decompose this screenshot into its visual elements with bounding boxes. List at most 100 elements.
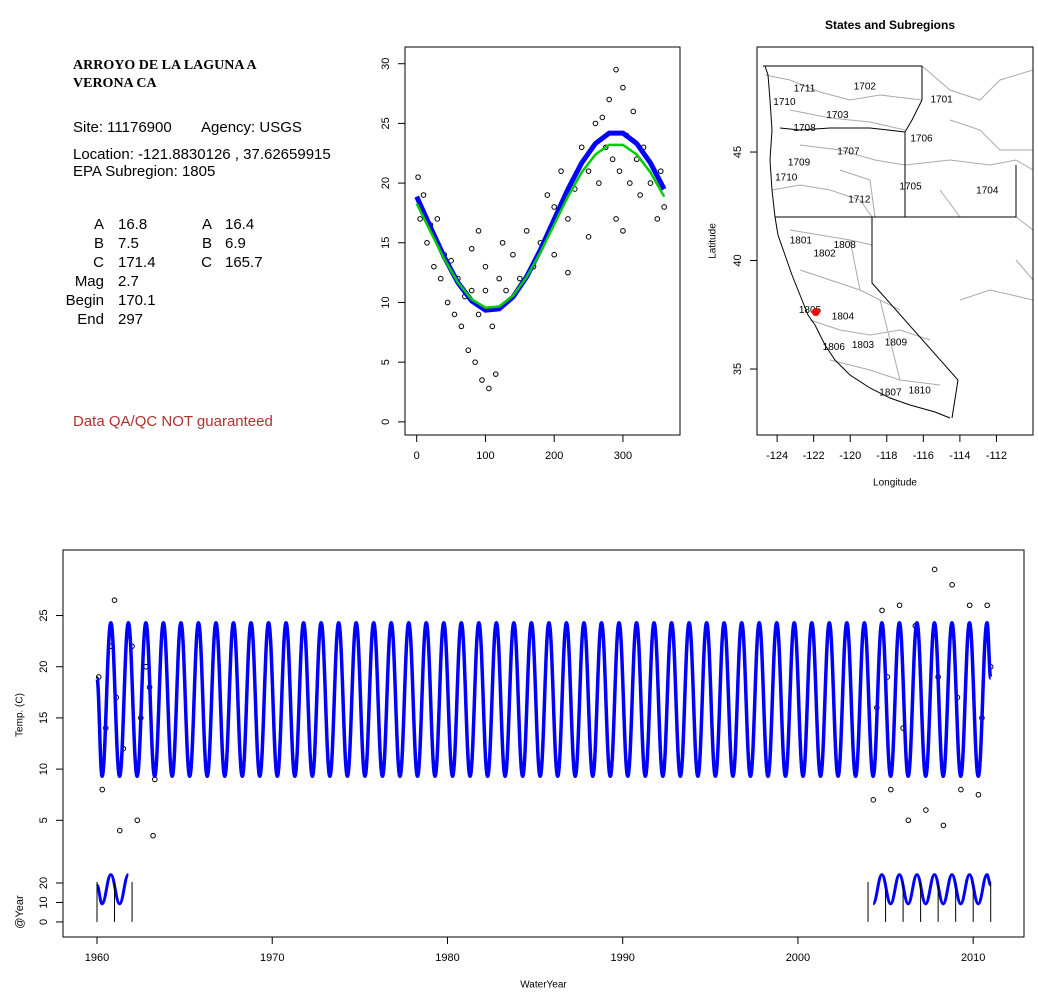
region-label: 1709 [788, 158, 811, 169]
data-point [616, 168, 623, 174]
param-text: Begin [66, 292, 104, 309]
y2-tick-label: 10 [38, 896, 50, 908]
param-text: 171.4 [118, 254, 156, 271]
data-point [602, 144, 609, 151]
y-axis-label: Temp. (C) [15, 693, 26, 737]
disclaimer: Data QA/QC NOT guaranteed [73, 413, 273, 430]
observed-point [879, 607, 885, 614]
site-title: VERONA CA [73, 76, 158, 91]
coverage-curve [95, 873, 130, 906]
plot-frame [756, 46, 1034, 436]
x-tick-label: -112 [986, 450, 1007, 462]
data-point [544, 192, 551, 198]
data-point [596, 180, 602, 186]
y-tick-label: 45 [732, 146, 744, 158]
data-point [475, 228, 482, 234]
region-label: 1806 [823, 342, 846, 353]
param-text: 6.9 [225, 235, 246, 252]
data-point [599, 114, 606, 121]
data-point [468, 245, 475, 252]
x-tick-label: 1960 [85, 952, 109, 964]
x-tick-label: -124 [766, 450, 788, 462]
data-point [503, 287, 509, 294]
param-text: 16.8 [118, 216, 147, 233]
observed-point [958, 786, 964, 793]
y-tick-label: 5 [38, 817, 50, 823]
x-tick-label: -120 [839, 450, 861, 462]
y-tick-label: 10 [38, 763, 50, 775]
site-id: Site: 11176900 [73, 119, 172, 136]
data-point [465, 347, 472, 354]
data-point [609, 156, 616, 163]
data-point [661, 204, 667, 210]
data-point [606, 96, 612, 103]
data-point [585, 234, 592, 240]
region-label: 1803 [852, 340, 875, 351]
y-tick-label: 30 [380, 58, 392, 70]
region-label: 1810 [909, 385, 932, 396]
data-point [417, 216, 423, 222]
param-text: 165.7 [225, 254, 263, 271]
region-label: 1710 [773, 97, 796, 108]
region-label: 1710 [775, 173, 798, 184]
data-point [585, 168, 592, 174]
data-point [637, 192, 643, 198]
y2-tick-label: 20 [38, 877, 50, 889]
data-point [551, 204, 557, 210]
y-tick-label: 25 [380, 117, 392, 129]
data-point [472, 359, 478, 365]
observed-point [940, 822, 947, 829]
y-tick-label: 0 [380, 419, 392, 425]
region-label: 1808 [834, 240, 857, 251]
param-text: 7.5 [118, 235, 139, 252]
y-tick-label: 35 [732, 363, 744, 375]
data-point [592, 120, 599, 127]
y-tick-label: 10 [380, 296, 392, 308]
observed-point [931, 566, 938, 573]
observed-point [870, 797, 877, 803]
coverage-curve [871, 873, 993, 906]
data-point [551, 251, 557, 258]
data-point [482, 287, 489, 294]
data-point [496, 275, 502, 282]
region-label: 1703 [826, 110, 849, 121]
data-point [424, 239, 430, 246]
data-point [657, 168, 664, 174]
data-point [647, 180, 654, 186]
data-point [475, 311, 482, 318]
observed-point [134, 817, 141, 824]
site-title: ARROYO DE LA LAGUNA A [73, 58, 257, 73]
data-point [627, 180, 633, 186]
data-point [517, 275, 523, 282]
param-text: A [202, 216, 212, 233]
data-point [523, 228, 530, 234]
region-label: 1706 [910, 134, 933, 145]
data-point [630, 108, 637, 115]
observed-point [99, 786, 106, 793]
observed-point [966, 602, 973, 609]
observed-point [984, 602, 991, 609]
data-point [458, 323, 465, 330]
y-tick-label: 15 [380, 237, 392, 249]
param-text: B [202, 235, 212, 252]
region-label: 1701 [930, 95, 953, 106]
model-line [95, 620, 993, 779]
param-text: C [93, 254, 104, 271]
x-tick-label: 2000 [786, 952, 810, 964]
region-label: 1805 [799, 305, 822, 316]
x-tick-label: 0 [414, 450, 420, 462]
data-point [431, 263, 437, 270]
data-point [437, 275, 444, 282]
observed-point [896, 602, 903, 609]
y-tick-label: 40 [732, 254, 744, 266]
data-point [486, 385, 492, 392]
data-point [489, 323, 496, 330]
param-text: 16.4 [225, 216, 254, 233]
data-point [613, 66, 619, 73]
x-tick-label: 100 [476, 450, 494, 462]
x-tick-label: -122 [803, 450, 825, 462]
data-point [558, 168, 564, 174]
data-point [510, 251, 516, 258]
data-point [613, 216, 619, 222]
